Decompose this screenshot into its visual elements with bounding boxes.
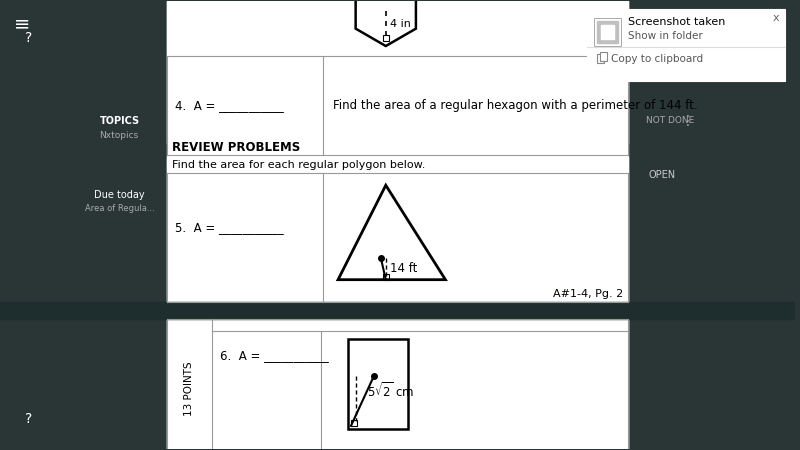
Bar: [382, 36, 389, 41]
Text: A#1-4, Pg. 2: A#1-4, Pg. 2: [553, 288, 623, 299]
Bar: [597, 54, 603, 63]
Text: ≡: ≡: [14, 14, 30, 33]
Text: ?: ?: [25, 31, 32, 45]
Bar: [348, 339, 408, 429]
Text: 4 in: 4 in: [390, 19, 410, 29]
Bar: [599, 52, 606, 61]
Text: 4.  A = ___________: 4. A = ___________: [175, 99, 284, 112]
Bar: [594, 18, 622, 46]
Text: Find the area for each regular polygon below.: Find the area for each regular polygon b…: [172, 160, 426, 171]
Text: 13 POINTS: 13 POINTS: [185, 362, 194, 416]
Bar: [351, 420, 357, 426]
Text: OPEN: OPEN: [648, 170, 675, 180]
Bar: [601, 25, 614, 39]
Text: Screenshot taken: Screenshot taken: [628, 17, 726, 27]
Text: Find the area of a regular hexagon with a perimeter of 144 ft.: Find the area of a regular hexagon with …: [333, 99, 698, 112]
Bar: [167, 320, 628, 449]
Text: Nxtopics: Nxtopics: [99, 131, 138, 140]
Bar: [167, 1, 628, 144]
Bar: [382, 274, 389, 280]
Text: Area of Regula...: Area of Regula...: [85, 203, 154, 212]
Text: Show in folder: Show in folder: [628, 31, 703, 41]
Text: ?: ?: [25, 412, 32, 426]
Text: 14 ft: 14 ft: [390, 262, 417, 275]
Text: 6.  A = ___________: 6. A = ___________: [220, 349, 329, 362]
Text: Copy to clipboard: Copy to clipboard: [611, 54, 704, 64]
Bar: [167, 158, 628, 449]
Text: 5.  A = ___________: 5. A = ___________: [175, 221, 284, 234]
Bar: [0, 302, 795, 319]
Text: NOT DONE: NOT DONE: [646, 116, 694, 125]
Text: REVIEW PROBLEMS: REVIEW PROBLEMS: [172, 141, 300, 154]
Text: Due today: Due today: [94, 190, 145, 200]
Bar: [167, 1, 628, 302]
Bar: [597, 21, 618, 43]
Text: TOPICS: TOPICS: [99, 116, 139, 126]
Text: $5\sqrt{2}$ cm: $5\sqrt{2}$ cm: [367, 382, 414, 400]
Text: ⋮: ⋮: [681, 113, 695, 128]
Bar: [586, 9, 786, 81]
Text: x: x: [773, 13, 779, 23]
